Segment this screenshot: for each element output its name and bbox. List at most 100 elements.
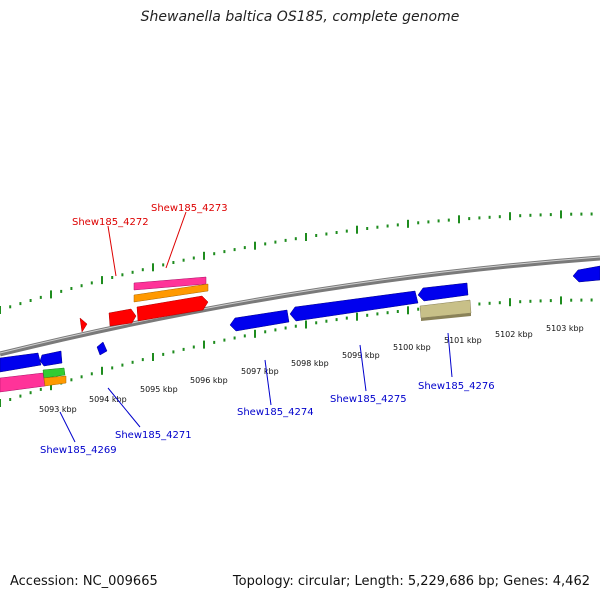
gene-label-shew185-4274[interactable]: Shew185_4274 xyxy=(237,407,314,418)
gene-label-shew185-4275[interactable]: Shew185_4275 xyxy=(330,394,407,405)
outer-major-tick xyxy=(356,225,358,234)
outer-major-tick xyxy=(509,212,511,221)
inner-minor-tick xyxy=(590,298,593,302)
inner-minor-tick xyxy=(335,318,338,322)
outer-minor-tick xyxy=(294,237,297,241)
gene-label-shew185-4273[interactable]: Shew185_4273 xyxy=(151,203,228,214)
reverse-gene-small-left[interactable] xyxy=(39,350,63,367)
inner-minor-tick xyxy=(39,387,42,391)
inner-minor-tick xyxy=(478,302,481,306)
inner-minor-tick xyxy=(162,352,165,356)
outer-major-tick xyxy=(203,251,205,260)
inner-minor-tick xyxy=(264,330,267,334)
inner-minor-tick xyxy=(80,375,83,379)
leader-shew185-4271 xyxy=(107,387,141,428)
outer-major-tick xyxy=(458,215,460,224)
reverse-gene-shew185-4275[interactable] xyxy=(289,290,419,322)
inner-minor-tick xyxy=(19,394,22,398)
scale-label-5096: 5096 kbp xyxy=(190,376,228,385)
inner-minor-tick xyxy=(539,299,542,303)
feature-bar-green-left[interactable] xyxy=(42,367,66,379)
outer-minor-tick xyxy=(529,213,532,217)
inner-major-tick xyxy=(509,298,511,307)
gene-label-shew185-4276[interactable]: Shew185_4276 xyxy=(418,381,495,392)
inner-major-tick xyxy=(152,353,154,361)
feature-bar-magenta-top[interactable] xyxy=(133,276,207,291)
reverse-gene-tiny[interactable] xyxy=(96,341,108,356)
outer-minor-tick xyxy=(90,281,93,285)
inner-major-tick xyxy=(407,306,409,315)
outer-minor-tick xyxy=(396,223,399,227)
feature-bar-orange-top[interactable] xyxy=(133,283,209,303)
reverse-gene-shew185-4274[interactable] xyxy=(229,309,290,332)
reverse-feature-bars xyxy=(0,299,472,393)
gene-label-shew185-4271[interactable]: Shew185_4271 xyxy=(115,430,192,441)
inner-minor-tick xyxy=(498,301,501,305)
inner-minor-tick xyxy=(315,321,318,325)
outer-minor-tick xyxy=(437,219,440,223)
outer-minor-tick xyxy=(325,232,328,236)
outer-minor-tick xyxy=(9,305,12,309)
outer-minor-tick xyxy=(233,248,236,252)
outer-minor-tick xyxy=(162,263,165,267)
map-title: Shewanella baltica OS185, complete genom… xyxy=(140,9,460,25)
inner-major-tick xyxy=(203,340,205,349)
outer-minor-tick xyxy=(580,212,583,216)
outer-minor-tick xyxy=(111,276,114,279)
outer-major-tick xyxy=(254,241,256,250)
inner-minor-tick xyxy=(9,398,12,401)
inner-minor-tick xyxy=(366,313,369,317)
forward-genes xyxy=(79,276,209,333)
outer-minor-tick xyxy=(141,268,144,272)
feature-bar-orange-left[interactable] xyxy=(43,375,67,387)
gene-label-shew185-4272[interactable]: Shew185_4272 xyxy=(72,217,149,228)
feature-bar-magenta-left[interactable] xyxy=(0,372,46,393)
reverse-gene-shew185-4276[interactable] xyxy=(417,282,469,302)
scale-label-5094: 5094 kbp xyxy=(89,395,127,404)
inner-minor-tick xyxy=(192,345,195,349)
reverse-genes xyxy=(0,265,600,373)
reverse-gene-right-edge[interactable] xyxy=(572,265,600,283)
inner-minor-tick xyxy=(141,358,144,362)
inner-minor-tick xyxy=(213,340,216,344)
outer-minor-tick xyxy=(498,215,501,219)
outer-major-tick xyxy=(0,306,1,314)
inner-minor-tick xyxy=(284,326,287,330)
reverse-gene-left-edge[interactable] xyxy=(0,352,42,373)
gene-label-shew185-4269[interactable]: Shew185_4269 xyxy=(40,445,117,456)
outer-major-tick xyxy=(560,210,562,219)
leader-shew185-4273 xyxy=(165,211,187,269)
inner-minor-tick xyxy=(223,338,226,342)
outer-minor-tick xyxy=(60,289,63,293)
scale-label-5102: 5102 kbp xyxy=(495,330,533,339)
inner-minor-tick xyxy=(90,372,93,376)
scale-label-5101: 5101 kbp xyxy=(444,336,482,345)
outer-major-tick xyxy=(305,233,307,241)
inner-major-tick xyxy=(305,320,307,329)
inner-minor-tick xyxy=(111,366,114,370)
outer-minor-tick xyxy=(366,227,369,230)
inner-minor-tick xyxy=(131,360,134,364)
outer-minor-tick xyxy=(549,213,552,217)
forward-gene-small-triangle[interactable] xyxy=(79,317,88,333)
outer-minor-tick xyxy=(417,221,420,225)
forward-gene-shew185-4273[interactable] xyxy=(136,295,209,322)
outer-minor-tick xyxy=(121,273,124,277)
outer-minor-tick xyxy=(519,214,522,218)
scale-label-5100: 5100 kbp xyxy=(393,343,431,352)
outer-minor-tick xyxy=(223,250,226,254)
inner-minor-tick xyxy=(294,324,297,328)
outer-minor-tick xyxy=(539,213,542,217)
scale-label-5097: 5097 kbp xyxy=(241,367,279,376)
inner-minor-tick xyxy=(233,336,236,340)
outer-minor-tick xyxy=(213,252,216,256)
inner-minor-tick xyxy=(345,316,348,320)
gene-labels: Shew185_4272 Shew185_4273 Shew185_4269 S… xyxy=(40,203,495,456)
forward-gene-shew185-4272[interactable] xyxy=(108,308,137,327)
inner-major-tick xyxy=(356,312,358,321)
outer-minor-tick xyxy=(172,261,175,264)
inner-minor-tick xyxy=(519,300,522,304)
scale-label-5098: 5098 kbp xyxy=(291,359,329,368)
